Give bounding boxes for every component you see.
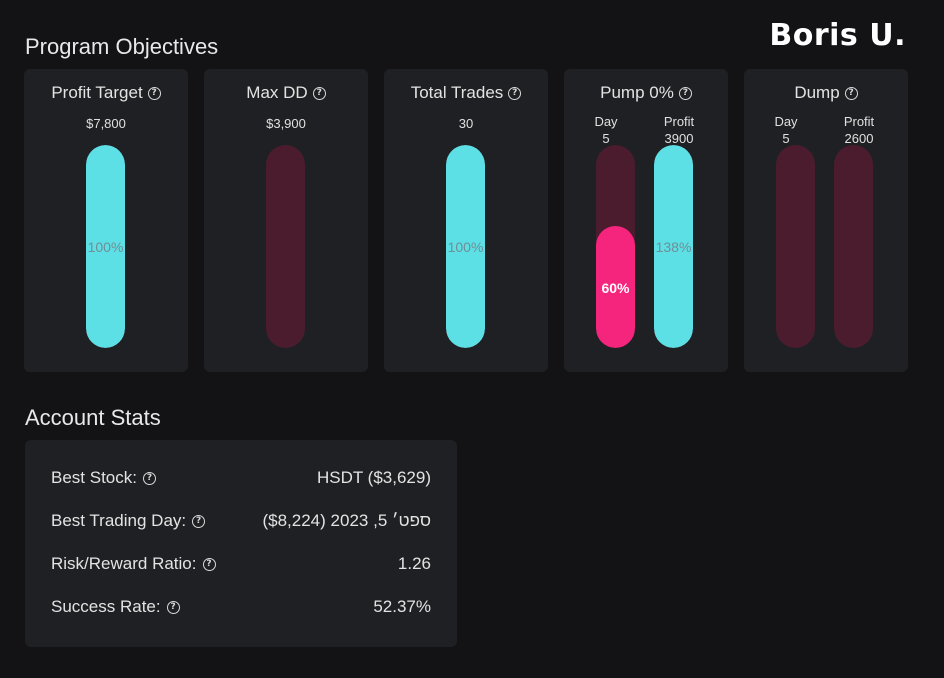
success-rate-value: 52.37% (373, 597, 431, 616)
risk-reward-value: 1.26 (397, 554, 431, 573)
help-icon[interactable]: ? (844, 86, 858, 100)
program-objectives-title: Program Objectives (25, 34, 219, 59)
max-dd-title: Max DD (246, 83, 308, 102)
stat-label-row: Success Rate: ? (51, 597, 180, 617)
dump-profit-heading: Profit (843, 114, 875, 129)
pump-day-bar-label: 60% (601, 280, 630, 296)
max-dd-card: Max DD ? $3,900 (204, 69, 368, 372)
dump-profit-header: Profit 2600 (829, 113, 889, 147)
max-dd-bar (266, 145, 305, 348)
help-icon[interactable]: ? (142, 471, 156, 485)
pump-day-header: Day 5 (576, 113, 636, 147)
dump-day-header: Day 5 (756, 113, 816, 147)
pump-profit-bar: 138% (654, 145, 693, 348)
pump-profit-bar-label: 138% (655, 238, 692, 255)
pump-day-bar: 60% (596, 145, 635, 348)
card-title-row: Pump 0% ? (564, 83, 728, 103)
stat-row-success-rate: Success Rate: ? 52.37% (51, 596, 431, 618)
total-trades-bar-fill (446, 145, 485, 348)
pump-profit-bar-fill (654, 145, 693, 348)
dump-title: Dump (794, 83, 840, 102)
profit-target-bar-fill (86, 145, 125, 348)
total-trades-value: 30 (458, 116, 474, 131)
account-stats-panel: Best Stock: ? HSDT ($3,629) Best Trading… (25, 440, 457, 647)
card-title-row: Max DD ? (204, 83, 368, 103)
help-icon[interactable]: ? (147, 86, 161, 100)
best-stock-label: Best Stock: (51, 468, 137, 487)
pump-profit-value: 3900 (664, 131, 694, 146)
total-trades-bar-label: 100% (447, 238, 484, 255)
help-icon[interactable]: ? (192, 514, 206, 528)
dump-day-value: 5 (782, 131, 790, 146)
pump-day-heading: Day (594, 114, 618, 129)
success-rate-label: Success Rate: (51, 597, 161, 616)
help-icon[interactable]: ? (312, 86, 326, 100)
profit-target-value: $7,800 (86, 116, 126, 131)
brand-logo: Boris U. (769, 18, 906, 53)
pump-profit-heading: Profit (663, 114, 695, 129)
help-icon[interactable]: ? (202, 557, 216, 571)
objective-cards: Profit Target ? $7,800 100% Max DD ? $3,… (24, 69, 908, 372)
profit-target-title: Profit Target (51, 83, 143, 102)
total-trades-card: Total Trades ? 30 100% (384, 69, 548, 372)
best-trading-day-value: ספט׳ 5, 2023 ($8,224) (262, 511, 431, 530)
dump-profit-bar (834, 145, 873, 348)
stat-row-best-stock: Best Stock: ? HSDT ($3,629) (51, 467, 431, 489)
stat-row-best-trading-day: Best Trading Day: ? ספט׳ 5, 2023 ($8,224… (51, 510, 431, 532)
card-title-row: Dump ? (744, 83, 908, 103)
stat-label-row: Risk/Reward Ratio: ? (51, 554, 216, 574)
profit-target-card: Profit Target ? $7,800 100% (24, 69, 188, 372)
best-trading-day-label: Best Trading Day: (51, 511, 187, 530)
dump-profit-value: 2600 (844, 131, 874, 146)
help-icon[interactable]: ? (678, 86, 692, 100)
card-title-row: Total Trades ? (384, 83, 548, 103)
best-stock-value: HSDT ($3,629) (316, 468, 431, 487)
dump-day-bar (776, 145, 815, 348)
stat-label-row: Best Stock: ? (51, 468, 156, 488)
risk-reward-label: Risk/Reward Ratio: (51, 554, 197, 573)
dump-card: Dump ? Day 5 Profit 2600 (744, 69, 908, 372)
stat-row-risk-reward: Risk/Reward Ratio: ? 1.26 (51, 553, 431, 575)
pump-title: Pump 0% (600, 83, 674, 102)
profit-target-bar-label: 100% (87, 238, 124, 255)
pump-profit-header: Profit 3900 (649, 113, 709, 147)
profit-target-bar: 100% (86, 145, 125, 348)
stat-label-row: Best Trading Day: ? (51, 511, 206, 531)
pump-card: Pump 0% ? Day 5 Profit 3900 60% 138% (564, 69, 728, 372)
max-dd-value: $3,900 (266, 116, 306, 131)
pump-day-value: 5 (602, 131, 610, 146)
help-icon[interactable]: ? (166, 600, 180, 614)
help-icon[interactable]: ? (508, 86, 522, 100)
dump-day-heading: Day (774, 114, 798, 129)
card-title-row: Profit Target ? (24, 83, 188, 103)
total-trades-bar: 100% (446, 145, 485, 348)
account-stats-title: Account Stats (25, 405, 161, 430)
pump-day-bar-fill (596, 226, 635, 348)
total-trades-title: Total Trades (410, 83, 504, 102)
